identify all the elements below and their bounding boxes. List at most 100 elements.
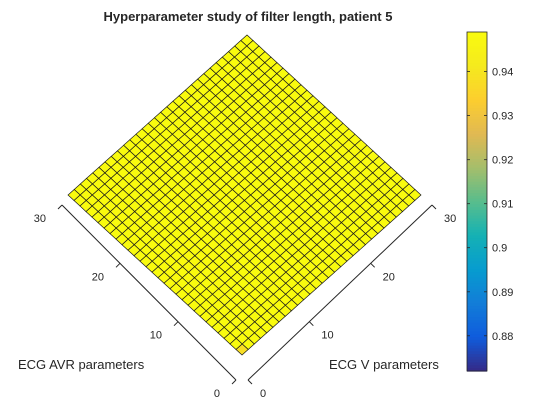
colorbar-swatch xyxy=(467,40,487,44)
x-axis-tick xyxy=(231,379,237,385)
y-axis-label: ECG V parameters xyxy=(329,357,439,372)
colorbar-swatch xyxy=(467,255,487,259)
chart-title: Hyperparameter study of filter length, p… xyxy=(104,9,393,24)
colorbar-swatch xyxy=(467,94,487,98)
colorbar-swatch xyxy=(467,291,487,296)
x-tick-label: 0 xyxy=(214,388,220,400)
colorbar-swatch xyxy=(467,215,487,220)
colorbar-swatch xyxy=(467,96,487,101)
colorbar-swatch xyxy=(467,198,487,203)
colorbar-swatch xyxy=(467,266,487,270)
colorbar-swatch xyxy=(467,77,487,81)
colorbar-swatch xyxy=(467,269,487,273)
colorbar-swatch xyxy=(467,263,487,268)
y-tick-label: 30 xyxy=(444,213,456,225)
colorbar-swatch xyxy=(467,345,487,349)
colorbar-swatch xyxy=(467,308,487,313)
x-tick-label: 10 xyxy=(150,330,162,342)
colorbar-swatch xyxy=(467,252,487,256)
y-tick-label: 20 xyxy=(383,271,395,283)
colorbar-swatch xyxy=(467,108,487,112)
colorbar-swatch xyxy=(467,280,487,285)
colorbar-tick-label: 0.9 xyxy=(492,243,507,255)
colorbar-swatch xyxy=(467,289,487,293)
colorbar-swatch xyxy=(467,145,487,149)
colorbar-swatch xyxy=(467,65,487,70)
y-axis-line xyxy=(247,204,433,381)
y-axis-tick xyxy=(247,379,253,385)
colorbar-swatch xyxy=(467,337,487,341)
colorbar-swatch xyxy=(467,272,487,276)
colorbar-swatch xyxy=(467,209,487,214)
colorbar-swatch xyxy=(467,99,487,104)
colorbar-swatch xyxy=(467,314,487,318)
colorbar-swatch xyxy=(467,116,487,121)
colorbar-tick-label: 0.94 xyxy=(492,67,513,79)
colorbar-swatch xyxy=(467,159,487,163)
colorbar-swatch xyxy=(467,139,487,143)
colorbar-swatch xyxy=(467,226,487,231)
x-axis-tick xyxy=(173,321,179,327)
x-axis-tick xyxy=(57,204,63,210)
colorbar-swatch xyxy=(467,342,487,347)
colorbar-swatch xyxy=(467,91,487,95)
colorbar-swatch xyxy=(467,63,487,67)
colorbar-swatch xyxy=(467,111,487,115)
surface-cell xyxy=(235,343,249,356)
colorbar-swatch xyxy=(467,235,487,239)
colorbar-swatch xyxy=(467,218,487,222)
colorbar-tick-label: 0.93 xyxy=(492,111,513,123)
y-tick-label: 10 xyxy=(321,330,333,342)
colorbar-swatch xyxy=(467,368,487,372)
colorbar-swatch xyxy=(467,362,487,366)
colorbar-swatch xyxy=(467,181,487,186)
colorbar-swatch xyxy=(467,232,487,236)
colorbar-swatch xyxy=(467,142,487,146)
colorbar-swatch xyxy=(467,57,487,61)
x-axis-line xyxy=(61,204,237,381)
colorbar-swatch xyxy=(467,136,487,140)
colorbar-swatch xyxy=(467,229,487,234)
colorbar-swatch xyxy=(467,54,487,59)
colorbar-swatch xyxy=(467,204,487,208)
colorbar-swatch xyxy=(467,351,487,355)
x-tick-label: 20 xyxy=(92,271,104,283)
colorbar-swatch xyxy=(467,297,487,301)
colorbar-swatch xyxy=(467,71,487,75)
colorbar-swatch xyxy=(467,331,487,335)
y-axis-tick xyxy=(308,321,314,327)
colorbar-swatch xyxy=(467,241,487,245)
colorbar-swatch xyxy=(467,74,487,78)
colorbar-swatch xyxy=(467,277,487,282)
colorbar-swatch xyxy=(467,334,487,338)
colorbar-swatch xyxy=(467,122,487,126)
surface-mesh xyxy=(67,34,422,356)
colorbar-swatch xyxy=(467,82,487,87)
colorbar-swatch xyxy=(467,325,487,330)
colorbar-swatch xyxy=(467,128,487,132)
colorbar-swatch xyxy=(467,283,487,287)
colorbar-swatch xyxy=(467,190,487,194)
colorbar-swatch xyxy=(467,32,487,36)
colorbar-tick-label: 0.88 xyxy=(492,331,513,343)
y-tick-label: 0 xyxy=(260,388,266,400)
colorbar-swatch xyxy=(467,150,487,155)
colorbar-swatch xyxy=(467,201,487,205)
colorbar-swatch xyxy=(467,46,487,50)
colorbar-swatch xyxy=(467,365,487,369)
colorbar-frame xyxy=(466,31,488,372)
colorbar-swatch xyxy=(467,300,487,304)
colorbar-swatch xyxy=(467,130,487,135)
colorbar-swatch xyxy=(467,176,487,180)
colorbar-swatch xyxy=(467,339,487,344)
colorbar-swatch xyxy=(467,68,487,73)
colorbar-swatch xyxy=(467,125,487,129)
colorbar-swatch xyxy=(467,105,487,109)
colorbar-swatch xyxy=(467,113,487,118)
colorbar-swatch xyxy=(467,193,487,197)
colorbar-swatch xyxy=(467,178,487,183)
colorbar-swatch xyxy=(467,187,487,191)
colorbar-swatch xyxy=(467,221,487,225)
colorbar-swatch xyxy=(467,303,487,307)
